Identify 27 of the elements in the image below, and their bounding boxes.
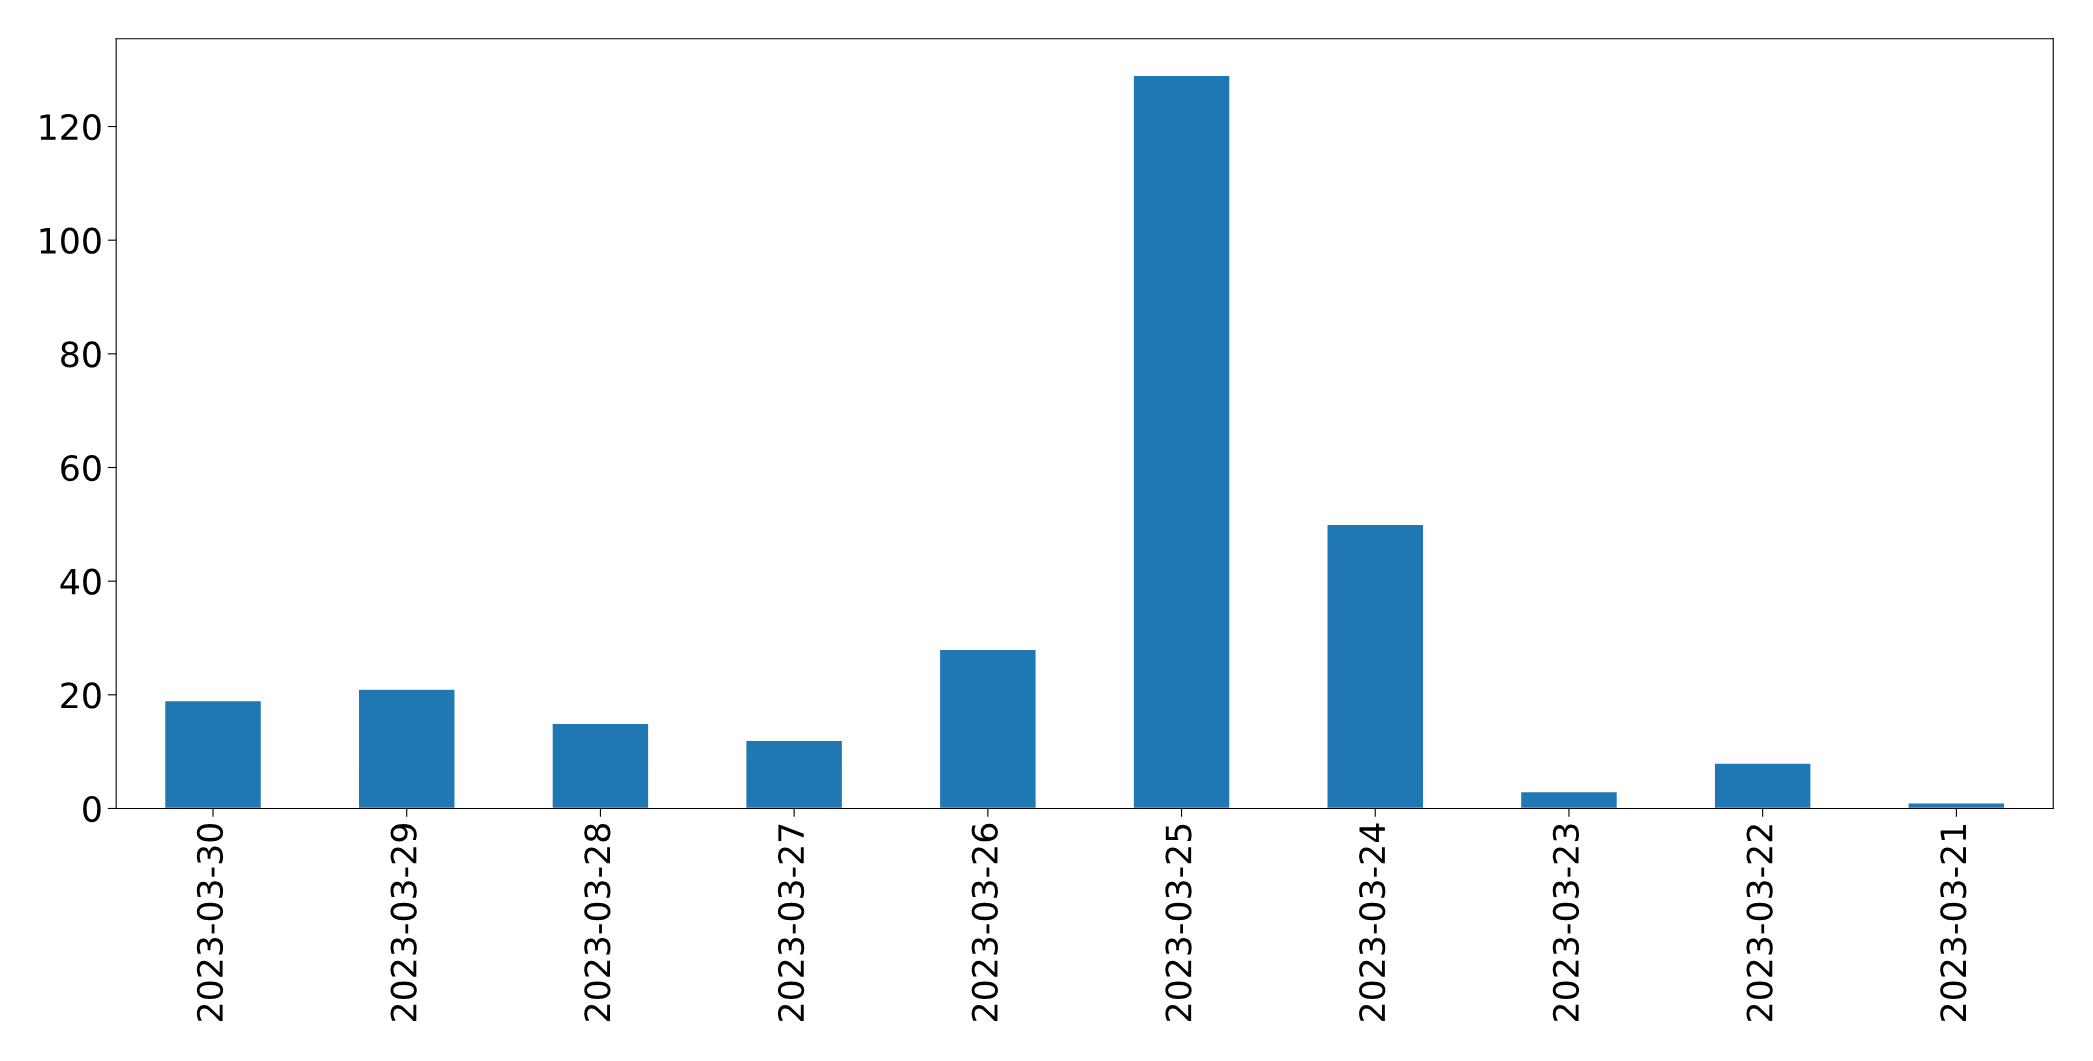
y-tick-label: 20 — [61, 682, 101, 709]
y-tick-label: 40 — [60, 568, 101, 595]
y-tick-label: 60 — [61, 454, 101, 482]
y-tick-label: 80 — [61, 341, 101, 368]
x-tick-label: 2023-03-26 — [971, 823, 998, 1021]
y-tick-label: 100 — [40, 227, 101, 254]
bar — [938, 648, 1037, 809]
bar — [1519, 790, 1619, 809]
bar — [357, 688, 456, 809]
bar — [1326, 523, 1425, 809]
bar — [745, 739, 844, 809]
y-tick-label: 120 — [40, 113, 101, 141]
x-tick-label: 2023-03-25 — [1165, 824, 1192, 1021]
x-tick-label: 2023-03-28 — [584, 824, 611, 1021]
y-tick-label: 0 — [83, 795, 101, 823]
x-tick-label: 2023-03-23 — [1552, 824, 1580, 1021]
x-tick-label: 2023-03-30 — [196, 823, 224, 1021]
x-tick-label: 2023-03-24 — [1359, 823, 1386, 1021]
x-tick-label: 2023-03-27 — [777, 824, 805, 1021]
bar — [163, 699, 263, 809]
bar — [1713, 762, 1812, 809]
x-tick-label: 2023-03-22 — [1746, 825, 1773, 1021]
bar — [1132, 74, 1231, 809]
x-tick-label: 2023-03-21 — [1940, 824, 1967, 1021]
bar — [1907, 802, 2006, 809]
x-tick-label: 2023-03-29 — [390, 824, 417, 1021]
bar — [551, 722, 650, 809]
